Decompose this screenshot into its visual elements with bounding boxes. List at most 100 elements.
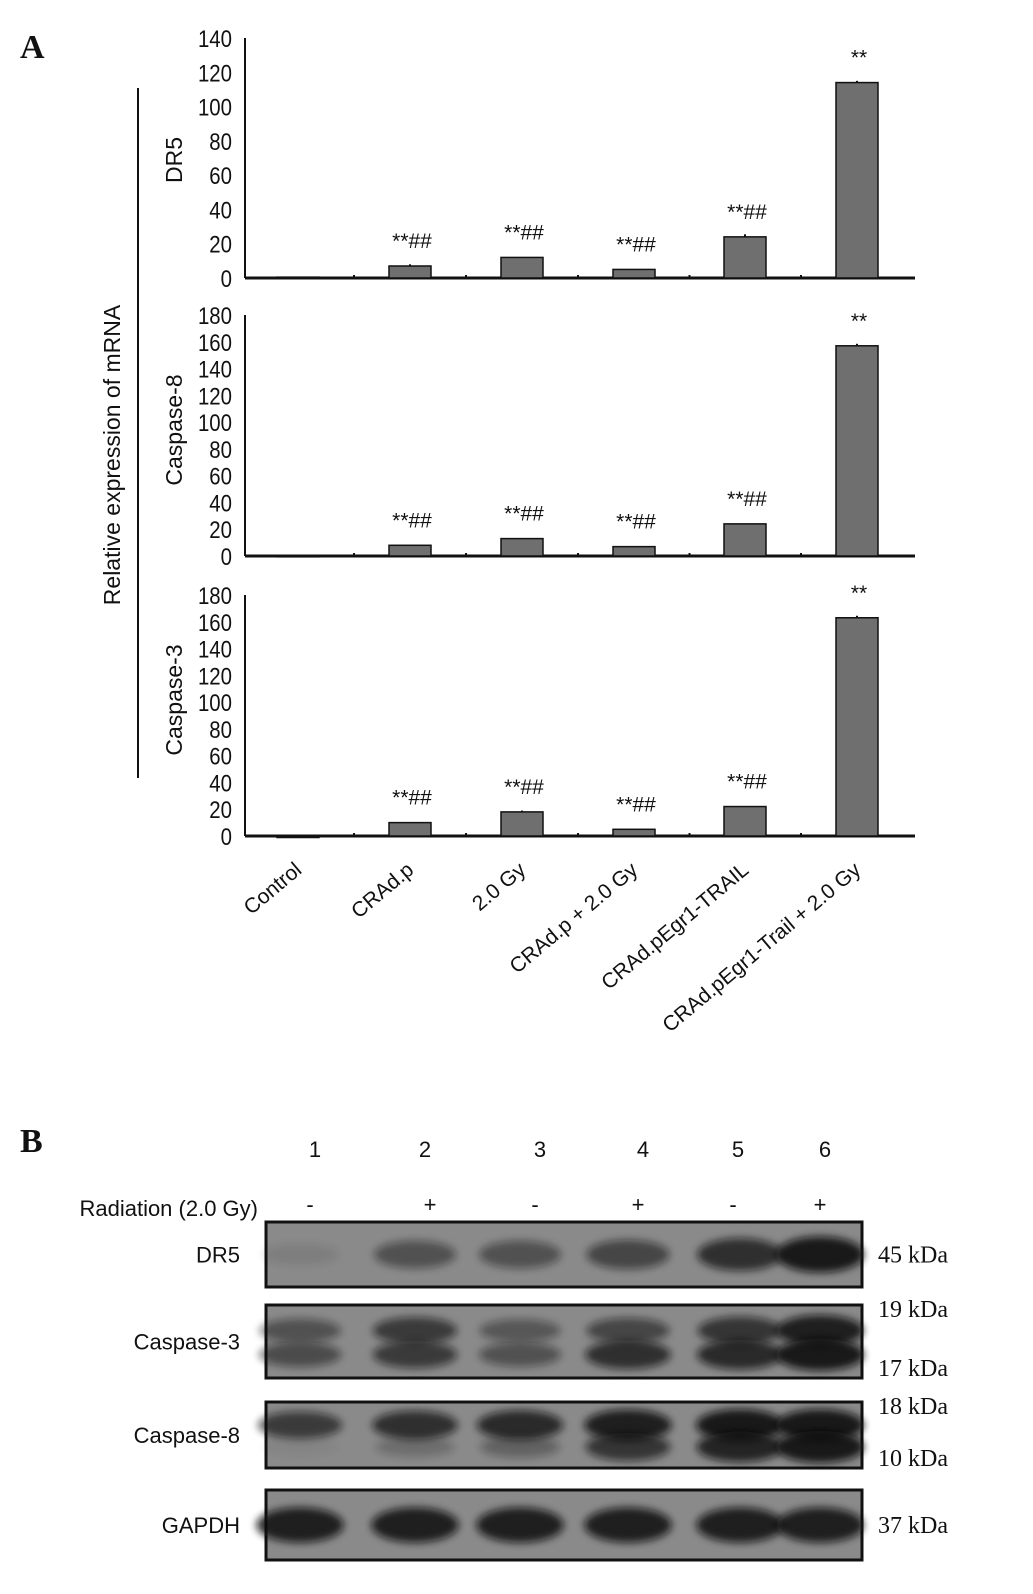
significance-label: **## xyxy=(392,230,432,253)
significance-label: **## xyxy=(616,233,656,256)
y-tick-label: 100 xyxy=(198,94,232,121)
y-tick-label: 180 xyxy=(198,302,232,329)
protein-band xyxy=(479,1240,561,1269)
bar xyxy=(276,554,320,558)
protein-band xyxy=(776,1430,864,1463)
y-tick-label: 80 xyxy=(209,436,232,463)
y-tick-label: 80 xyxy=(209,128,232,155)
molecular-weight-label: 18 kDa xyxy=(878,1394,948,1420)
lane-number: 1 xyxy=(309,1137,321,1162)
bar xyxy=(835,345,879,557)
significance-label: **## xyxy=(392,787,432,810)
y-tick-label: 140 xyxy=(198,25,232,52)
bar xyxy=(388,265,432,279)
x-category-label: CRAd.pEgr1-Trail + 2.0 Gy xyxy=(658,858,865,1037)
protein-band xyxy=(375,1436,455,1457)
blot-row-label: GAPDH xyxy=(162,1513,240,1538)
x-category-label: 2.0 Gy xyxy=(468,858,531,916)
molecular-weight-label: 37 kDa xyxy=(878,1513,948,1539)
y-tick-label: 20 xyxy=(209,797,232,824)
protein-band xyxy=(697,1238,783,1271)
bar xyxy=(612,268,656,279)
significance-label: **## xyxy=(616,511,656,534)
blot-caspase-3: Caspase-3 19 kDa 17 kDa xyxy=(134,1297,949,1382)
y-tick-label: 160 xyxy=(198,329,232,356)
lane-number: 2 xyxy=(419,1137,431,1162)
y-tick-label: 40 xyxy=(209,197,232,224)
y-tick-label: 80 xyxy=(209,716,232,743)
bar xyxy=(612,828,656,837)
y-axis-label: Caspase-3 xyxy=(161,644,187,755)
x-category-label: CRAd.p xyxy=(347,858,418,923)
protein-band xyxy=(585,1432,671,1461)
protein-band xyxy=(258,1342,342,1368)
protein-band xyxy=(476,1507,564,1543)
blot-dr5: DR5 45 kDa xyxy=(196,1220,948,1289)
radiation-sign: - xyxy=(729,1192,736,1217)
protein-band xyxy=(585,1340,671,1370)
y-tick-label: 60 xyxy=(209,163,232,190)
y-tick-label: 120 xyxy=(198,383,232,410)
protein-band xyxy=(372,1316,458,1345)
y-tick-label: 60 xyxy=(209,463,232,490)
protein-band xyxy=(374,1240,456,1269)
significance-label: **## xyxy=(727,771,767,794)
y-tick-label: 60 xyxy=(209,743,232,770)
panel-a-label: A xyxy=(20,29,45,66)
protein-band xyxy=(479,1342,561,1367)
significance-label: **## xyxy=(616,793,656,816)
protein-band xyxy=(479,1318,561,1343)
protein-band xyxy=(776,1338,864,1371)
y-tick-label: 20 xyxy=(209,231,232,258)
protein-band xyxy=(697,1316,783,1345)
protein-band xyxy=(696,1507,784,1543)
y-tick-label: 0 xyxy=(221,265,232,292)
protein-band xyxy=(372,1410,458,1440)
bar xyxy=(723,236,767,279)
x-category-label: Control xyxy=(240,858,307,919)
blot-membrane xyxy=(264,1303,864,1380)
protein-band xyxy=(584,1409,672,1441)
protein-band xyxy=(259,1318,341,1343)
significance-label: **## xyxy=(504,503,544,526)
y-tick-label: 160 xyxy=(198,609,232,636)
protein-band xyxy=(696,1431,784,1463)
protein-band xyxy=(476,1410,564,1440)
bar xyxy=(500,811,544,837)
significance-label: **## xyxy=(727,201,767,224)
y-axis-label: DR5 xyxy=(161,137,187,183)
bar xyxy=(276,276,320,280)
bar xyxy=(388,544,432,557)
significance-label: ** xyxy=(851,582,867,605)
panel-b-label: B xyxy=(20,1123,43,1160)
bar xyxy=(500,256,544,279)
protein-band xyxy=(584,1507,672,1543)
significance-label: **## xyxy=(727,488,767,511)
y-tick-label: 40 xyxy=(209,770,232,797)
significance-label: **## xyxy=(504,776,544,799)
blot-gapdh: GAPDH 37 kDa xyxy=(162,1488,948,1562)
bar xyxy=(500,537,544,557)
blot-caspase-8: Caspase-8 18 kDa 10 kDa xyxy=(134,1394,949,1472)
radiation-sign: + xyxy=(424,1192,437,1217)
significance-label: **## xyxy=(392,509,432,532)
radiation-sign: - xyxy=(531,1192,538,1217)
bar xyxy=(835,617,879,837)
radiation-sign: + xyxy=(632,1192,645,1217)
bar xyxy=(612,545,656,557)
y-tick-label: 120 xyxy=(198,663,232,690)
protein-band xyxy=(696,1339,784,1370)
blot-row-label: Caspase-8 xyxy=(134,1423,240,1448)
protein-band xyxy=(586,1239,670,1270)
protein-band xyxy=(776,1507,864,1543)
bar-chart-dr5: 0 20 40 60 80 100 120 140 DR5 **## **## **## **## ** xyxy=(161,25,915,292)
protein-band xyxy=(257,1411,343,1439)
y-tick-label: 100 xyxy=(198,410,232,437)
protein-band xyxy=(261,1438,339,1456)
y-axis-label: Caspase-8 xyxy=(161,374,187,485)
y-tick-label: 140 xyxy=(198,356,232,383)
protein-band xyxy=(586,1317,670,1344)
